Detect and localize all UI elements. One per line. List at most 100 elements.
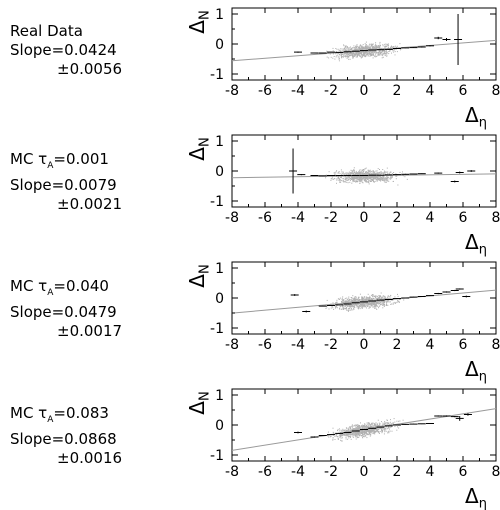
x-tick-label: 6 — [459, 83, 468, 99]
data-point — [310, 52, 319, 54]
data-point — [450, 416, 459, 418]
x-axis-label: Δη — [465, 484, 487, 510]
y-tick-label: -1 — [210, 67, 224, 83]
label-slope-error: ±0.0056 — [57, 60, 123, 78]
label-slope: Slope=0.0868 — [10, 430, 117, 448]
y-tick-label: 0 — [215, 418, 224, 434]
x-tick-label: 8 — [492, 337, 500, 353]
data-point — [289, 148, 298, 194]
y-tick-label: -1 — [210, 321, 224, 337]
chart-panel-4: -8 -6 -4 -2 0 2 4 6 8 -1 0 1ΔN Δη — [185, 388, 500, 510]
plot-frame — [231, 7, 497, 81]
data-point — [327, 175, 335, 176]
x-tick-label: 0 — [360, 210, 369, 226]
y-axis-label: ΔN — [185, 137, 213, 160]
data-point — [384, 174, 393, 176]
data-point — [455, 288, 464, 290]
data-point — [434, 292, 443, 295]
x-tick-label: -4 — [291, 210, 305, 226]
data-point — [335, 432, 344, 434]
data-point — [401, 297, 410, 299]
x-tick-label: 0 — [360, 464, 369, 480]
label-slope-error: ±0.0017 — [57, 322, 123, 340]
data-point — [417, 296, 426, 297]
data-point — [409, 173, 418, 175]
data-point — [393, 298, 401, 300]
data-point — [393, 48, 401, 49]
data-point — [327, 305, 335, 306]
label-title: MC τA=0.001 — [10, 150, 109, 171]
y-tick-label: 1 — [215, 134, 224, 150]
data-point — [360, 50, 368, 52]
panel-label-4: MC τA=0.083 Slope=0.0868 ±0.0016 — [10, 404, 122, 468]
data-point — [335, 175, 344, 176]
data-point — [343, 175, 352, 176]
chart-panel-3: -8 -6 -4 -2 0 2 4 6 8 -1 0 1ΔN Δη — [185, 261, 500, 385]
data-point — [426, 423, 434, 424]
x-tick-label: -2 — [324, 337, 338, 353]
data-point — [376, 174, 385, 176]
data-point — [434, 36, 443, 40]
x-tick-label: 2 — [393, 83, 402, 99]
data-point — [376, 299, 385, 301]
data-point — [343, 432, 352, 433]
data-point — [384, 425, 393, 427]
data-point — [360, 429, 368, 430]
x-tick-label: -2 — [324, 464, 338, 480]
x-tick-label: -4 — [291, 337, 305, 353]
scatter-cloud — [326, 41, 403, 62]
x-tick-label: 2 — [393, 464, 402, 480]
data-point — [384, 299, 393, 300]
data-point — [426, 45, 434, 47]
y-tick-label: 0 — [215, 164, 224, 180]
data-point — [368, 427, 377, 429]
data-point — [434, 415, 443, 417]
x-tick-label: -6 — [258, 337, 272, 353]
label-slope-error: ±0.0016 — [57, 449, 123, 467]
data-point — [409, 296, 418, 298]
x-tick-label: 8 — [492, 83, 500, 99]
data-point — [294, 51, 302, 53]
x-tick-label: -2 — [324, 83, 338, 99]
x-tick-label: 4 — [426, 337, 435, 353]
x-tick-label: -6 — [258, 210, 272, 226]
y-tick-label: 0 — [215, 37, 224, 53]
label-title: MC τA=0.040 — [10, 277, 109, 298]
x-tick-label: -8 — [225, 83, 239, 99]
y-tick-label: -1 — [210, 194, 224, 210]
data-point — [327, 434, 335, 436]
data-point — [417, 423, 426, 425]
data-point — [360, 301, 368, 303]
data-point — [318, 175, 327, 177]
x-tick-label: -2 — [324, 210, 338, 226]
x-axis-label: Δη — [465, 357, 487, 385]
data-point — [463, 413, 472, 416]
x-tick-label: -4 — [291, 83, 305, 99]
data-point — [335, 304, 344, 306]
data-point — [434, 172, 443, 174]
x-tick-label: 6 — [459, 337, 468, 353]
panel-label-1: Real Data Slope=0.0424 ±0.0056 — [10, 22, 122, 79]
data-point — [343, 303, 352, 305]
data-point — [310, 175, 319, 176]
data-point — [454, 14, 463, 65]
x-tick-label: 2 — [393, 210, 402, 226]
data-point — [343, 51, 352, 53]
data-point — [310, 436, 319, 438]
x-tick-label: 6 — [459, 210, 468, 226]
data-point — [368, 49, 377, 51]
data-point — [462, 295, 471, 298]
x-tick-label: 4 — [426, 464, 435, 480]
x-axis-label: Δη — [465, 230, 487, 258]
data-point — [318, 435, 327, 436]
data-point — [409, 47, 418, 49]
data-point — [376, 49, 385, 51]
x-tick-label: 4 — [426, 210, 435, 226]
data-point — [401, 173, 410, 175]
data-point — [368, 300, 377, 302]
x-tick-label: -8 — [225, 210, 239, 226]
x-tick-label: -4 — [291, 464, 305, 480]
data-point — [318, 305, 327, 307]
data-point — [417, 46, 426, 48]
